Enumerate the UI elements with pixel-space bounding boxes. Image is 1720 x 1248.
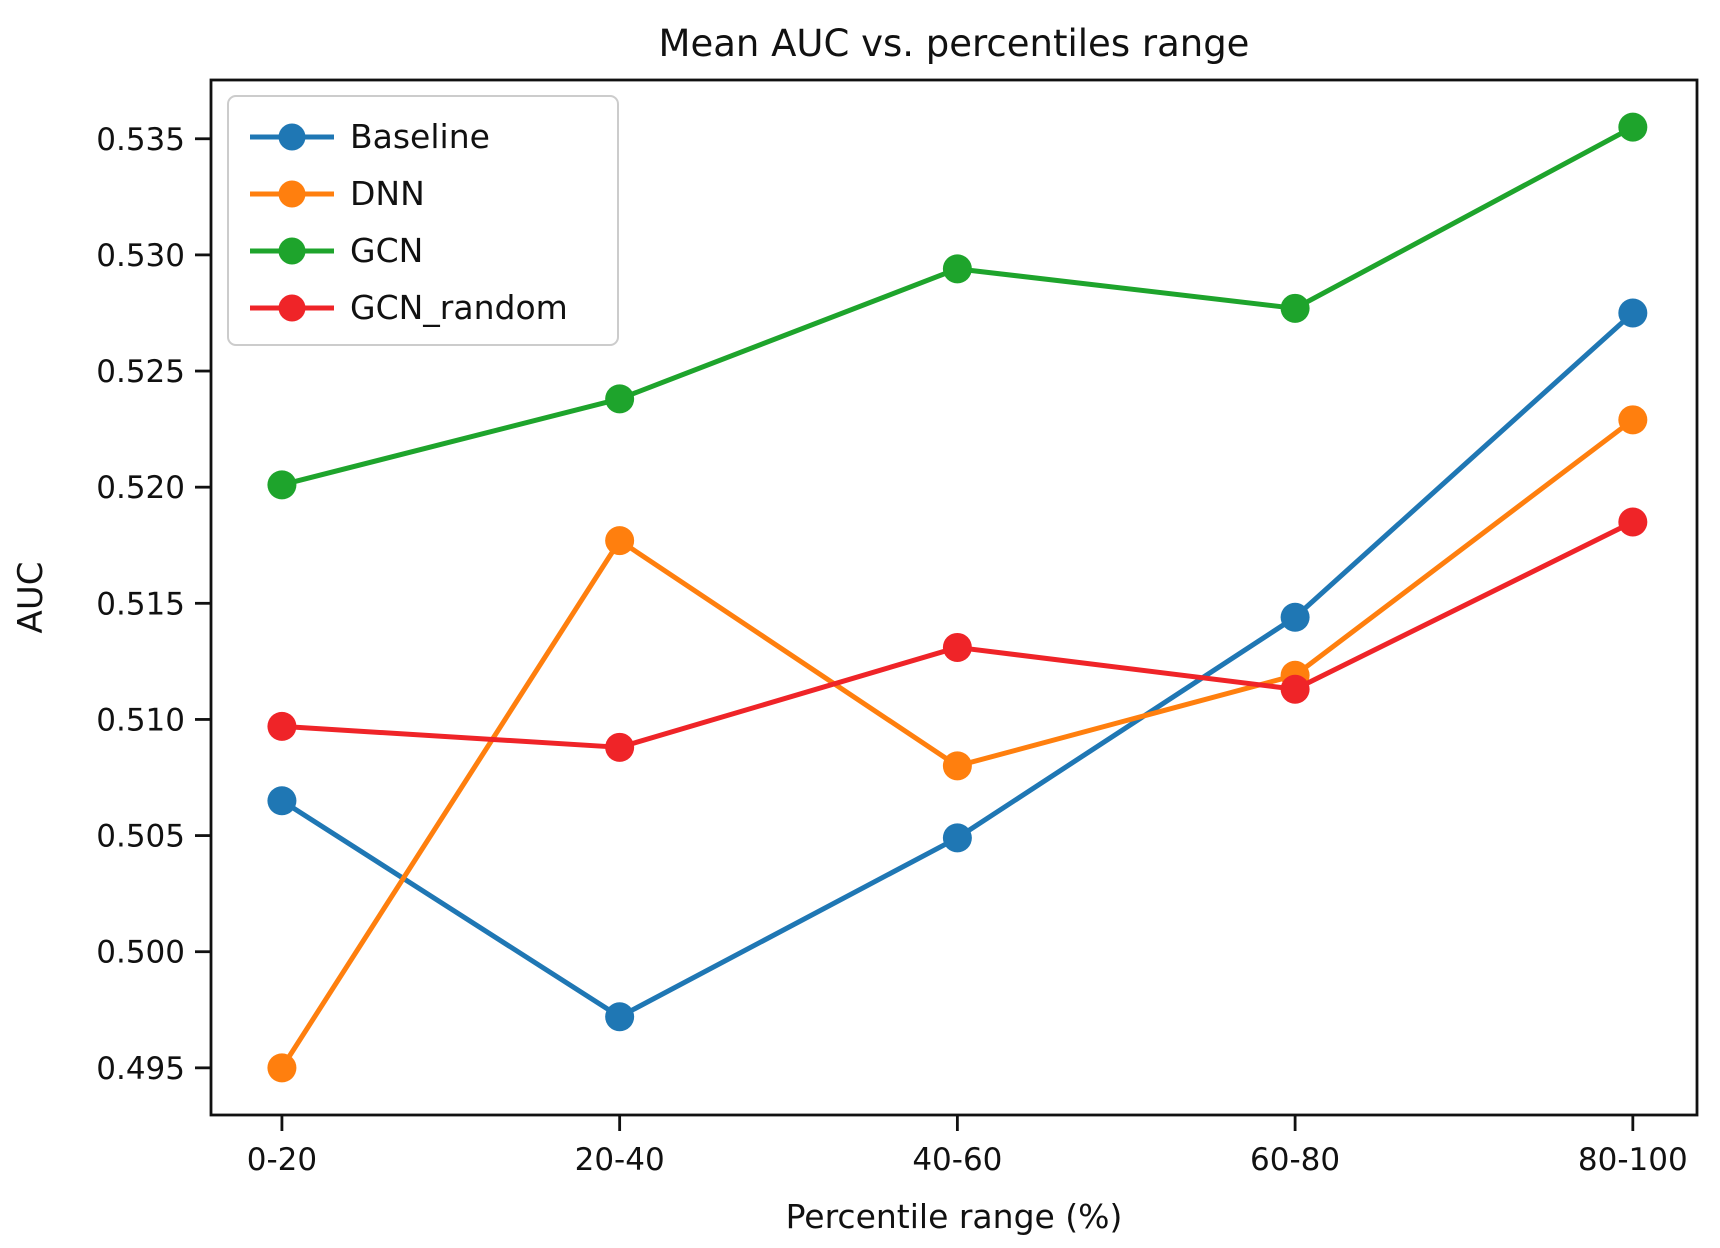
y-tick-label: 0.505 — [96, 819, 185, 855]
data-point-baseline — [942, 823, 972, 853]
data-point-dnn — [1618, 405, 1648, 435]
legend-label-gcn-random: GCN_random — [350, 288, 568, 327]
data-point-gcn-random — [1618, 507, 1648, 537]
y-tick-label: 0.535 — [96, 122, 185, 158]
data-point-gcn-random — [267, 711, 297, 741]
chart-title: Mean AUC vs. percentiles range — [659, 22, 1250, 65]
legend: Baseline DNN GCN GCN_random — [227, 95, 619, 346]
x-axis-label: Percentile range (%) — [786, 1197, 1123, 1236]
x-tick-label: 40-60 — [912, 1142, 1002, 1178]
data-point-baseline — [1618, 298, 1648, 328]
data-point-gcn — [1280, 293, 1310, 323]
y-tick-label: 0.525 — [96, 354, 185, 390]
x-tick-label: 0-20 — [247, 1142, 317, 1178]
data-point-dnn — [942, 751, 972, 781]
data-point-gcn-random — [1280, 674, 1310, 704]
y-tick-label: 0.495 — [96, 1051, 185, 1087]
data-point-dnn — [267, 1053, 297, 1083]
data-point-gcn-random — [605, 732, 635, 762]
series-dnn — [267, 405, 1648, 1083]
series-line-baseline — [279, 310, 1636, 1020]
y-tick-label: 0.510 — [96, 702, 185, 738]
y-tick-label: 0.500 — [96, 935, 185, 971]
y-tick-label: 0.515 — [96, 586, 185, 622]
data-point-gcn — [267, 470, 297, 500]
data-point-gcn — [942, 254, 972, 284]
legend-label-dnn: DNN — [350, 174, 425, 213]
legend-marker-dnn — [278, 180, 306, 208]
legend-label-gcn: GCN — [350, 231, 423, 270]
data-point-baseline — [1280, 602, 1310, 632]
x-tick-label: 60-80 — [1250, 1142, 1340, 1178]
data-point-gcn — [605, 384, 635, 414]
legend-box — [227, 95, 619, 346]
legend-marker-gcn — [278, 237, 306, 265]
data-point-gcn — [1618, 112, 1648, 142]
y-tick-label: 0.530 — [96, 238, 185, 274]
legend-marker-gcn-random — [278, 294, 306, 322]
series-gcn-random — [267, 507, 1648, 762]
legend-label-baseline: Baseline — [350, 117, 490, 156]
data-point-gcn-random — [942, 632, 972, 662]
series-gcn — [267, 112, 1648, 500]
data-point-dnn — [605, 526, 635, 556]
y-tick-label: 0.520 — [96, 470, 185, 506]
x-tick-label: 80-100 — [1578, 1142, 1688, 1178]
plot-frame — [209, 78, 1699, 1117]
x-tick-label: 20-40 — [575, 1142, 665, 1178]
data-point-baseline — [605, 1002, 635, 1032]
legend-marker-baseline — [278, 123, 306, 151]
data-point-baseline — [267, 786, 297, 816]
series-line-dnn — [279, 417, 1636, 1071]
series-baseline — [267, 298, 1648, 1032]
y-axis-label: AUC — [11, 562, 51, 634]
